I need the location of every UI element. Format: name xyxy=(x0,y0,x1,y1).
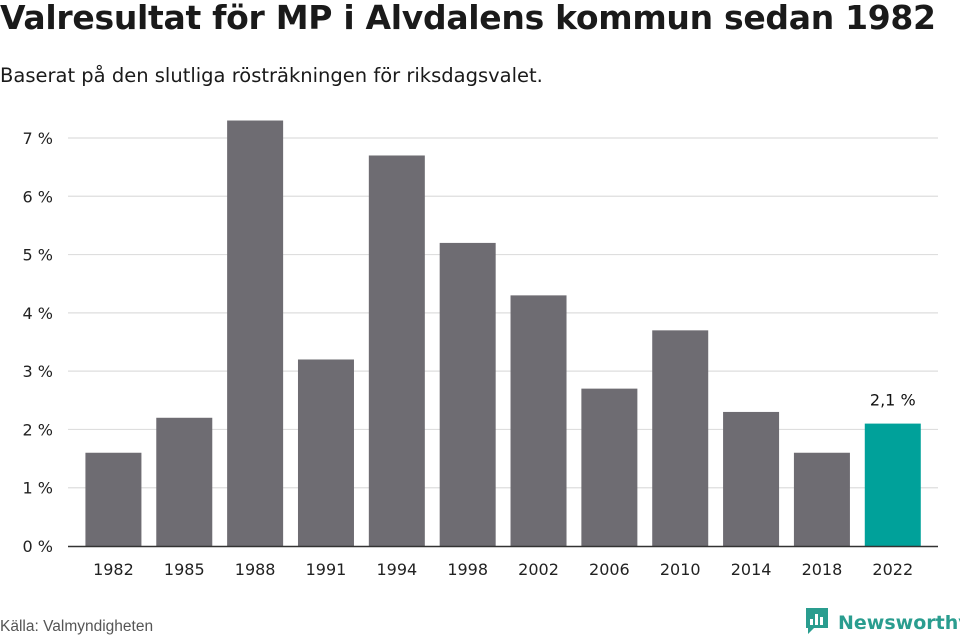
bars xyxy=(85,120,921,546)
x-tick-label: 2006 xyxy=(589,560,630,579)
y-tick-label: 0 % xyxy=(23,537,53,556)
bar-2018 xyxy=(793,452,850,546)
bar-2010 xyxy=(652,330,709,546)
x-tick-label: 1982 xyxy=(93,560,134,579)
newsworthy-brand: Newsworthy xyxy=(804,608,960,638)
data-label-2022: 2,1 % xyxy=(870,391,916,410)
y-tick-label: 6 % xyxy=(23,187,53,206)
y-tick-label: 2 % xyxy=(23,420,53,439)
newsworthy-logo-icon xyxy=(804,606,830,640)
y-tick-label: 5 % xyxy=(23,246,53,265)
chart-subtitle: Baserat på den slutliga rösträkningen fö… xyxy=(0,64,543,87)
grid-lines xyxy=(68,137,938,489)
bar-1988 xyxy=(227,120,284,546)
x-tick-label: 2022 xyxy=(872,560,913,579)
x-tick-label: 1985 xyxy=(164,560,205,579)
source-note: Källa: Valmyndigheten xyxy=(0,618,154,635)
y-tick-label: 7 % xyxy=(23,129,53,148)
data-labels: 2,1 % xyxy=(870,391,916,410)
bar-1982 xyxy=(85,452,142,546)
y-tick-label: 4 % xyxy=(23,304,53,323)
y-axis-ticks: 0 % 1 % 2 % 3 % 4 % 5 % 6 % 7 % xyxy=(23,129,53,556)
x-tick-label: 2010 xyxy=(660,560,701,579)
x-tick-label: 1998 xyxy=(447,560,488,579)
x-tick-label: 2002 xyxy=(518,560,559,579)
bar-1994 xyxy=(368,155,425,546)
x-tick-label: 1994 xyxy=(376,560,417,579)
bar-1985 xyxy=(156,417,213,546)
brand-name: Newsworthy xyxy=(838,612,960,634)
x-tick-label: 1988 xyxy=(235,560,276,579)
bar-1991 xyxy=(297,359,354,546)
bar-1998 xyxy=(439,242,496,546)
x-tick-label: 2018 xyxy=(802,560,843,579)
x-axis-ticks: 1982 1985 1988 1991 1994 1998 2002 2006 2010 2014… xyxy=(93,560,913,579)
bar-2014 xyxy=(723,411,780,546)
bar-2006 xyxy=(581,388,638,546)
x-tick-label: 2014 xyxy=(731,560,772,579)
x-tick-label: 1991 xyxy=(306,560,347,579)
y-tick-label: 3 % xyxy=(23,362,53,381)
chart-title: Valresultat för MP i Alvdalens kommun se… xyxy=(0,0,936,37)
bar-2022 xyxy=(864,423,921,546)
y-tick-label: 1 % xyxy=(23,479,53,498)
bar-2002 xyxy=(510,295,567,546)
